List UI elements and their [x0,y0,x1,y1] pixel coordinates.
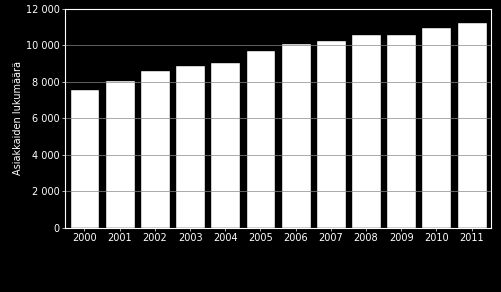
Bar [70,89,99,228]
Bar [140,70,170,228]
Bar [245,50,276,228]
Bar [316,40,346,228]
Bar [351,34,381,228]
Bar [175,65,205,228]
Bar [386,34,416,228]
Bar [457,22,486,228]
Y-axis label: Asiakkaiden lukumäärä: Asiakkaiden lukumäärä [13,61,23,175]
Bar [105,80,135,228]
Bar [210,62,240,228]
Bar [281,44,311,228]
Bar [421,27,451,228]
